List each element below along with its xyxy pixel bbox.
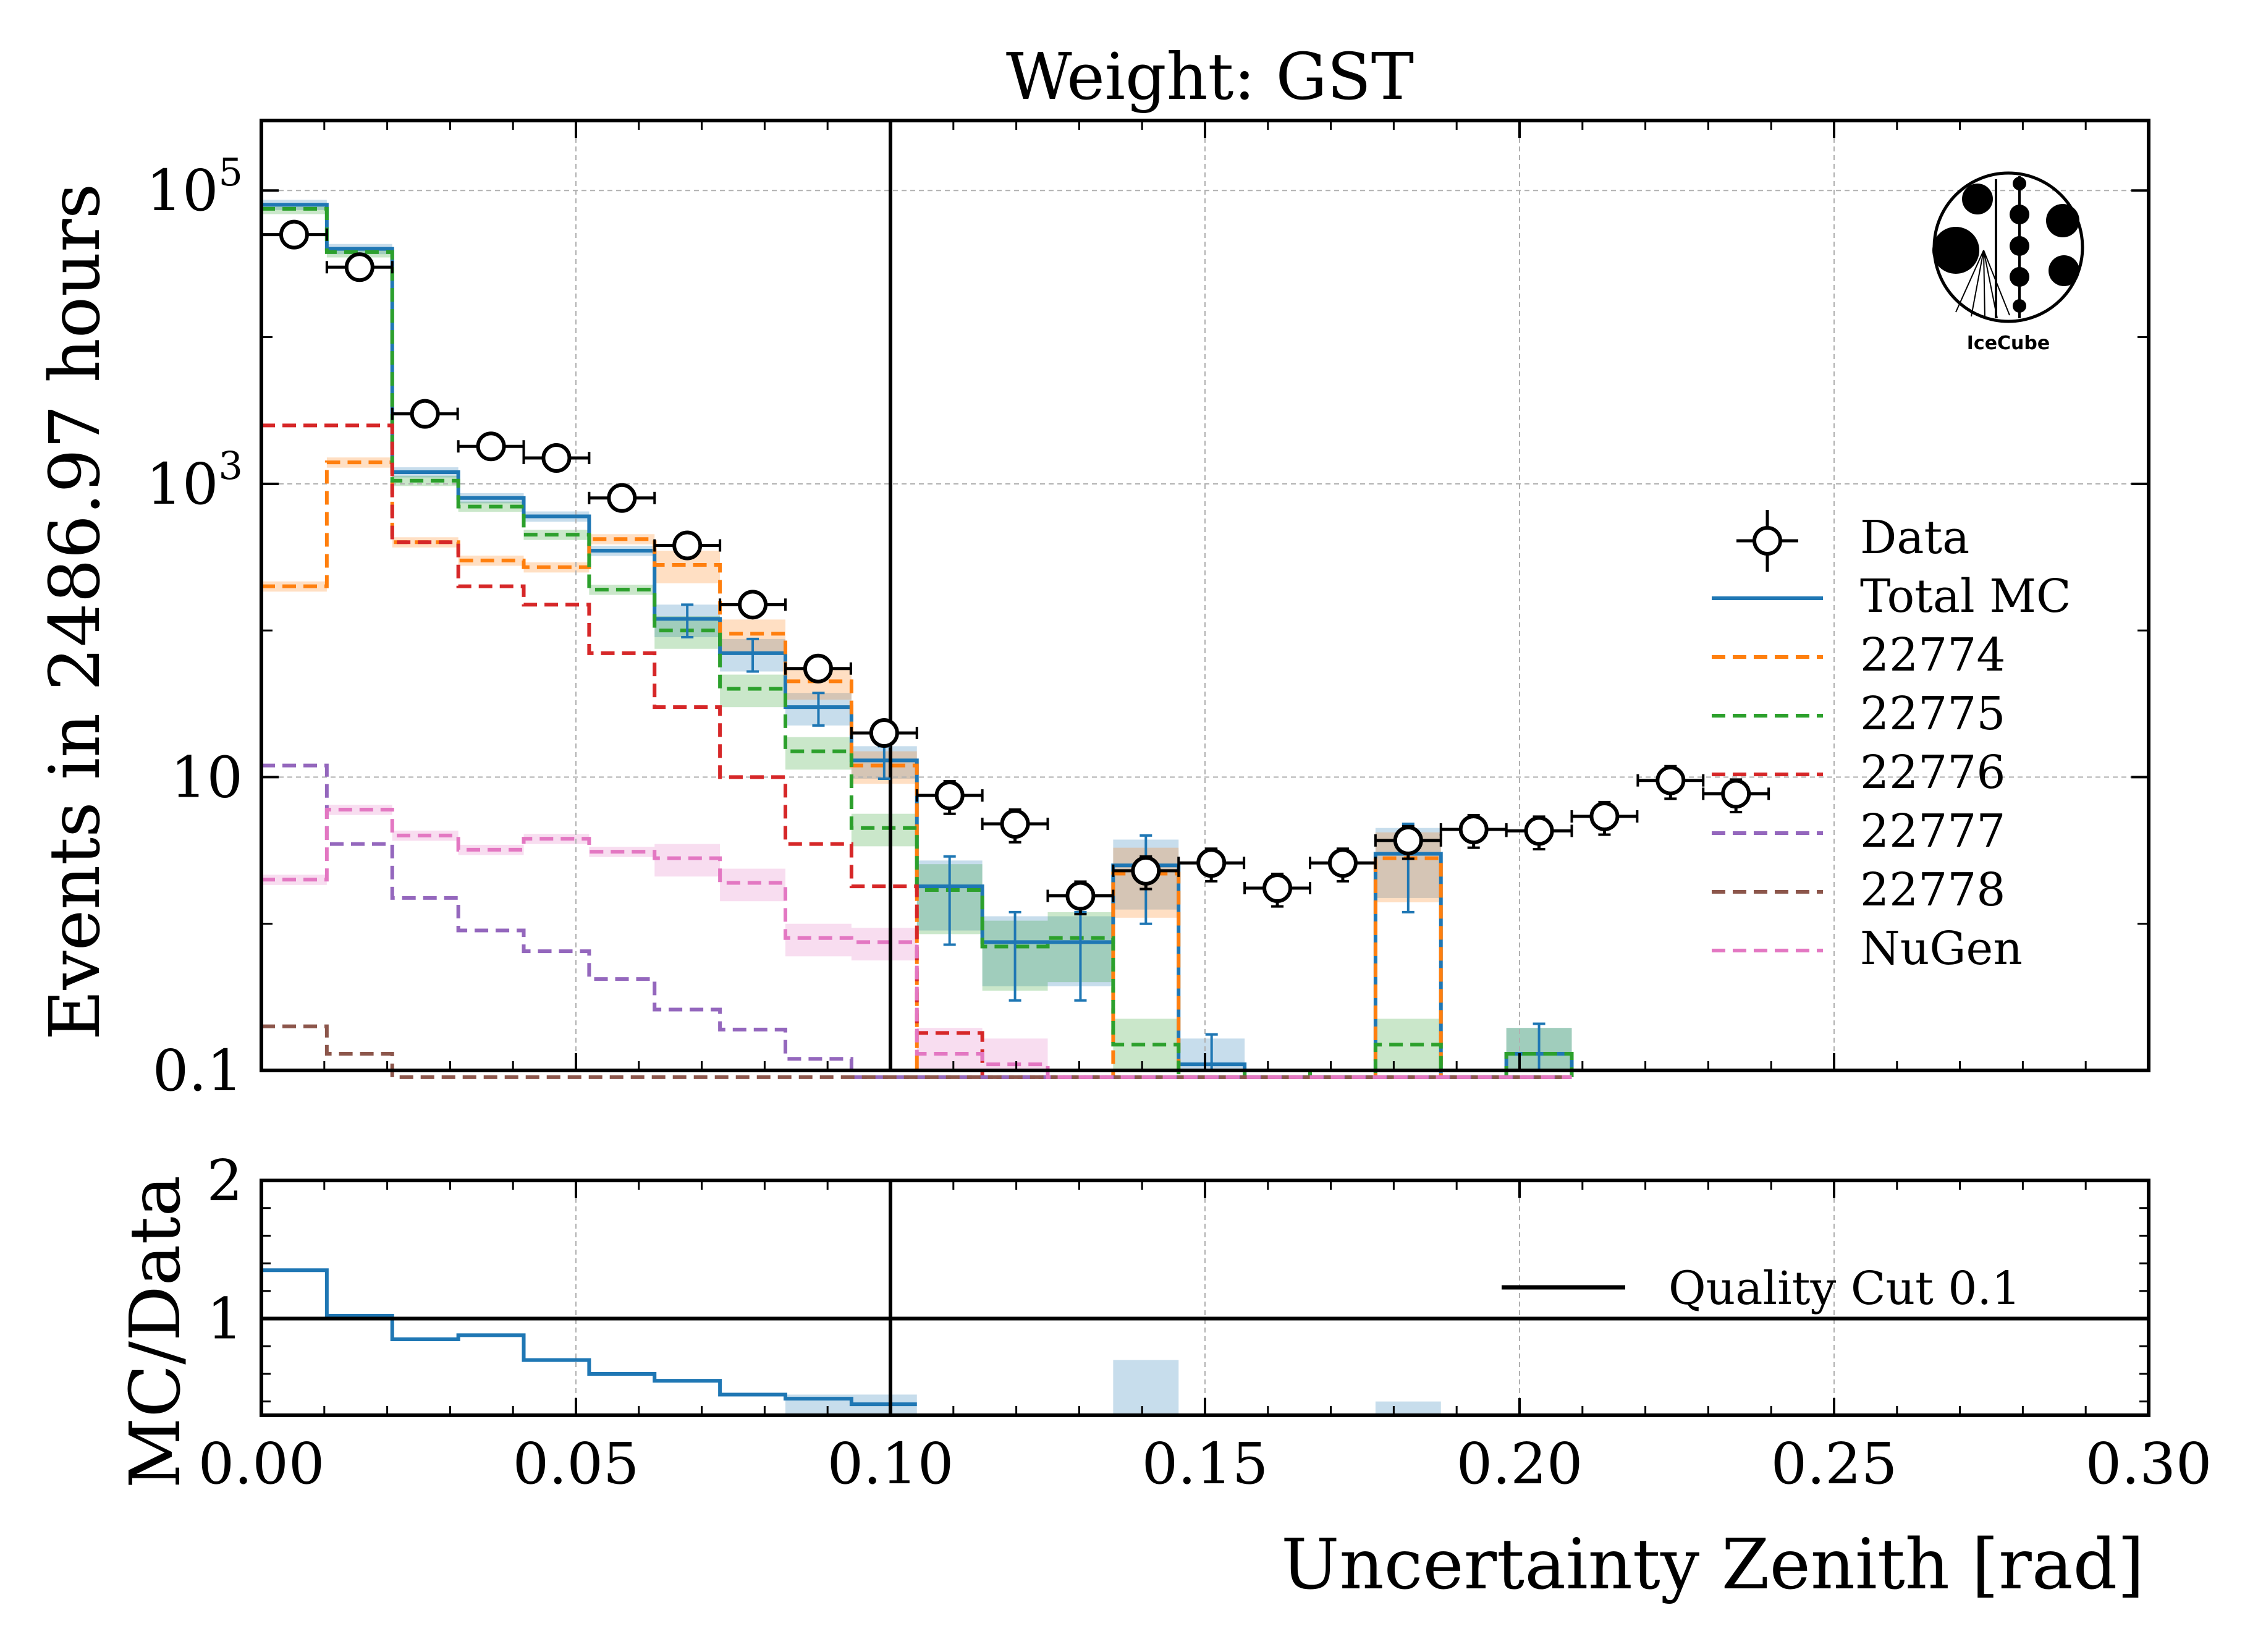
- x-tick-label: 0.15: [1142, 1431, 1269, 1497]
- data-point: [410, 399, 440, 429]
- legend-label: 22775: [1860, 687, 2005, 740]
- data-point: [1458, 815, 1489, 845]
- data-point: [934, 781, 965, 811]
- icecube-logo: IceCube: [1932, 171, 2084, 354]
- ratio-uncertainty-band: [1113, 1360, 1179, 1415]
- y-tick-label: 103: [146, 443, 243, 517]
- histogram-22776: [261, 423, 1572, 1079]
- data-point: [541, 443, 572, 473]
- y-tick-label: 10: [171, 744, 243, 810]
- x-tick-label: 0.25: [1771, 1431, 1898, 1497]
- uncertainty-band: [523, 562, 590, 573]
- y-tick-label: 0.1: [153, 1038, 243, 1104]
- uncertainty-band: [720, 674, 785, 708]
- svg-text:IceCube: IceCube: [1967, 333, 2050, 354]
- ratio-tick-label: 1: [206, 1286, 243, 1352]
- ratio-uncertainty-band: [1375, 1401, 1441, 1415]
- uncertainty-band: [851, 813, 917, 847]
- data-point: [1589, 801, 1620, 831]
- uncertainty-band: [1375, 1019, 1441, 1070]
- uncertainty-band: [785, 923, 852, 957]
- data-point: [279, 219, 309, 250]
- y-tick-label: 105: [146, 150, 243, 224]
- x-tick-label: 0.00: [198, 1431, 325, 1497]
- uncertainty-band: [654, 844, 721, 877]
- legend-label: Total MC: [1860, 570, 2071, 623]
- data-point: [344, 252, 374, 282]
- legend-label: 22777: [1860, 805, 2005, 858]
- ratio-legend: Quality Cut 0.1: [1502, 1262, 2021, 1315]
- ratio-line: [261, 1268, 917, 1407]
- data-points: [260, 219, 1770, 916]
- chart-title: Weight: GST: [1006, 39, 1414, 114]
- data-point: [738, 590, 768, 620]
- x-tick-label: 0.30: [2086, 1431, 2212, 1497]
- data-point: [1524, 816, 1554, 846]
- data-point: [803, 653, 833, 684]
- histogram-nugen: [261, 808, 1572, 1079]
- data-point: [672, 530, 703, 561]
- data-point: [476, 431, 506, 462]
- uncertainty-band: [851, 928, 917, 960]
- data-point: [1327, 848, 1358, 878]
- ratio-uncertainty-bands: [785, 1360, 1441, 1415]
- legend-label: 22776: [1860, 746, 2005, 799]
- legend-marker-data: [1753, 526, 1782, 556]
- data-point: [1131, 855, 1161, 886]
- data-point: [1000, 809, 1030, 839]
- uncertainty-band: [720, 868, 785, 902]
- x-tick-label: 0.20: [1457, 1431, 1583, 1497]
- y-axis-title: Events in 2486.97 hours: [35, 184, 116, 1041]
- data-point: [607, 483, 637, 513]
- data-point: [1262, 873, 1293, 904]
- uncertainty-band: [523, 834, 590, 844]
- data-point: [1655, 765, 1686, 795]
- data-point: [1196, 848, 1227, 878]
- uncertainty-band: [785, 737, 852, 770]
- data-point: [1393, 825, 1423, 855]
- ratio-tick-label: 2: [206, 1148, 243, 1214]
- data-point: [869, 718, 899, 748]
- legend-label: 22778: [1860, 863, 2005, 917]
- ratio-y-axis-title: MC/Data: [116, 1175, 196, 1488]
- x-tick-label: 0.05: [513, 1431, 640, 1497]
- legend-label: Data: [1860, 511, 1969, 564]
- data-point: [1721, 779, 1751, 809]
- x-tick-label: 0.10: [827, 1431, 954, 1497]
- legend-label: 22774: [1860, 629, 2005, 682]
- data-point: [1065, 881, 1096, 911]
- uncertainty-band: [916, 1028, 983, 1070]
- legend-label: NuGen: [1860, 922, 2023, 975]
- x-axis-title: Uncertainty Zenith [rad]: [1281, 1525, 2144, 1605]
- axis-ticks: 0.00 0.05 0.10 0.15 0.20 0.25 0.30 0.1 10 103 105 1…: [146, 121, 2212, 1497]
- quality-cut-legend-label: Quality Cut 0.1: [1668, 1262, 2021, 1315]
